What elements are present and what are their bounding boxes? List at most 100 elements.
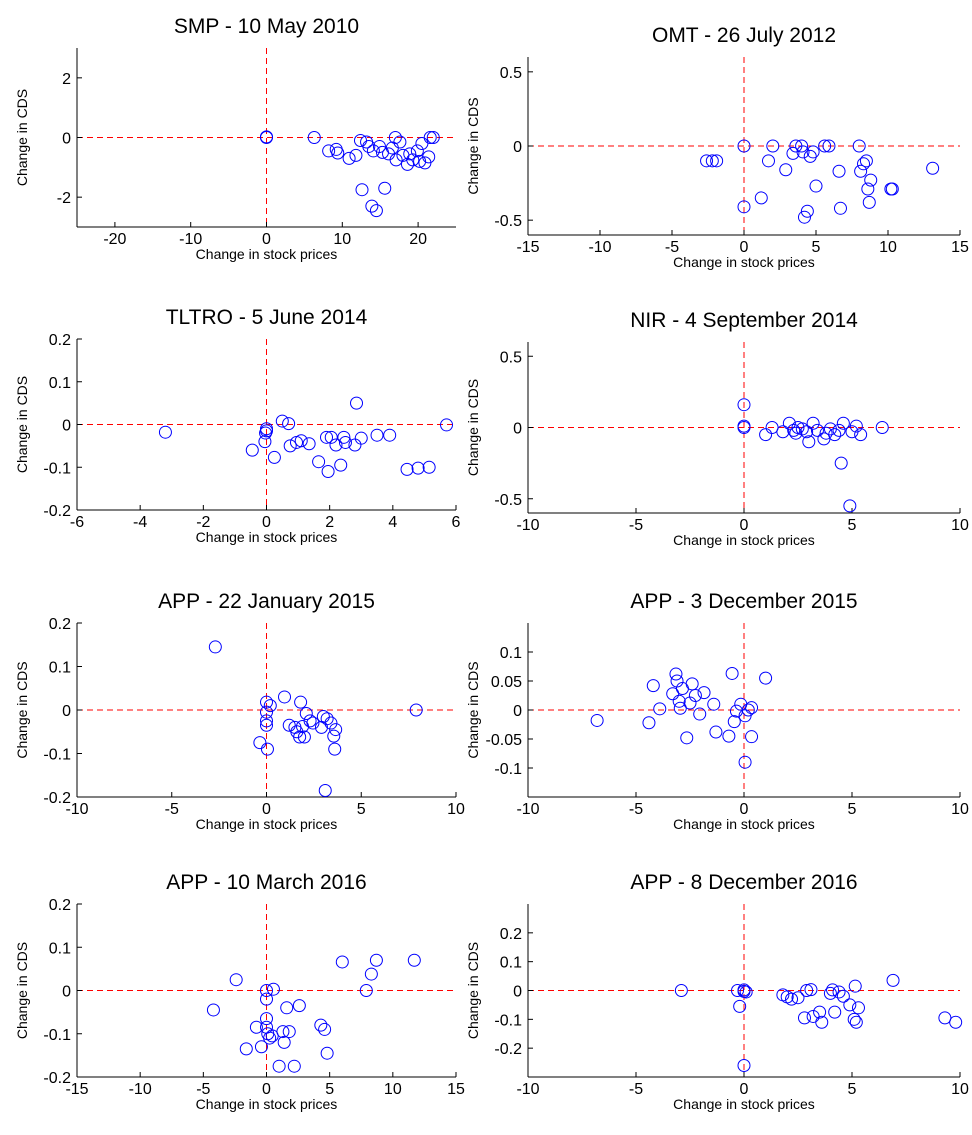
chart-title: SMP - 10 May 2010 bbox=[174, 15, 359, 38]
data-point bbox=[810, 423, 824, 437]
data-point bbox=[823, 986, 837, 1000]
data-point bbox=[828, 428, 842, 442]
data-point bbox=[266, 982, 280, 996]
data-point bbox=[318, 1022, 332, 1036]
data-point bbox=[761, 154, 775, 168]
x-tick-label: 0 bbox=[262, 231, 271, 248]
data-point bbox=[158, 425, 172, 439]
data-point bbox=[832, 423, 846, 437]
data-point bbox=[806, 416, 820, 430]
x-axis-label: Change in stock prices bbox=[196, 816, 338, 832]
data-point bbox=[287, 1059, 301, 1073]
chart-panel: -10 -5 0 5 10 0.2 0.1 0 -0.1 -0.2 APP - 8 December… bbox=[465, 871, 969, 1112]
data-point bbox=[796, 145, 810, 159]
data-point bbox=[795, 139, 809, 153]
y-axis-label: Change in CDS bbox=[465, 379, 481, 476]
x-tick-label: 20 bbox=[409, 231, 427, 248]
data-point bbox=[253, 736, 267, 750]
x-tick-label: -10 bbox=[65, 801, 88, 818]
data-point bbox=[294, 434, 308, 448]
data-point bbox=[787, 423, 801, 437]
data-point bbox=[312, 455, 326, 469]
y-tick-label: 0 bbox=[513, 421, 522, 438]
x-tick-label: 10 bbox=[951, 1081, 969, 1098]
x-tick-label: -5 bbox=[629, 801, 643, 818]
data-point bbox=[407, 953, 421, 967]
x-tick-label: 10 bbox=[951, 801, 969, 818]
x-tick-label: 5 bbox=[848, 517, 857, 534]
data-point bbox=[642, 716, 656, 730]
data-point bbox=[785, 992, 799, 1006]
x-tick-label: 15 bbox=[447, 1081, 465, 1098]
y-tick-label: -0.5 bbox=[494, 492, 522, 509]
y-tick-label: 0 bbox=[513, 703, 522, 720]
data-point bbox=[688, 689, 702, 702]
x-tick-label: 10 bbox=[333, 231, 351, 248]
x-tick-label: 10 bbox=[447, 801, 465, 818]
data-point bbox=[292, 999, 306, 1013]
data-point bbox=[669, 667, 683, 681]
data-point bbox=[949, 1015, 963, 1029]
data-point bbox=[260, 1012, 273, 1026]
data-point bbox=[423, 131, 437, 144]
y-tick-label: 0.1 bbox=[500, 955, 522, 972]
data-point bbox=[282, 1025, 296, 1039]
data-point bbox=[780, 990, 794, 1004]
data-point bbox=[321, 465, 335, 479]
data-point bbox=[302, 437, 316, 451]
data-point bbox=[409, 703, 423, 717]
data-point bbox=[316, 710, 330, 724]
x-tick-label: 5 bbox=[812, 239, 821, 256]
y-axis-label: Change in CDS bbox=[465, 661, 481, 758]
data-point bbox=[738, 755, 752, 769]
data-point bbox=[280, 1001, 294, 1015]
data-point bbox=[354, 431, 368, 445]
chart-title: TLTRO - 5 June 2014 bbox=[166, 306, 368, 329]
data-point bbox=[320, 1046, 334, 1060]
data-point bbox=[378, 181, 392, 195]
chart-title: APP - 3 December 2015 bbox=[630, 590, 857, 613]
data-point bbox=[276, 1025, 290, 1039]
x-tick-label: 0 bbox=[740, 801, 749, 818]
data-point bbox=[864, 173, 878, 187]
data-point bbox=[299, 706, 313, 720]
data-point bbox=[320, 712, 334, 726]
data-point bbox=[283, 439, 297, 453]
x-axis-label: Change in stock prices bbox=[673, 254, 815, 270]
x-axis-label: Change in stock prices bbox=[673, 1096, 815, 1112]
y-tick-label: -0.2 bbox=[43, 503, 71, 520]
data-point bbox=[334, 458, 348, 472]
y-axis-label: Change in CDS bbox=[14, 661, 30, 758]
data-point bbox=[322, 144, 336, 158]
data-point bbox=[759, 428, 773, 442]
data-point bbox=[259, 426, 273, 440]
data-point bbox=[797, 210, 811, 224]
y-tick-label: -0.1 bbox=[494, 1012, 522, 1029]
y-axis-label: Change in CDS bbox=[465, 942, 481, 1039]
data-point bbox=[383, 428, 397, 442]
data-point bbox=[327, 729, 341, 743]
x-tick-label: -5 bbox=[165, 801, 179, 818]
y-axis-label: Change in CDS bbox=[14, 942, 30, 1039]
x-axis-label: Change in stock prices bbox=[196, 529, 338, 545]
data-point bbox=[722, 729, 736, 743]
data-point bbox=[745, 701, 759, 715]
data-point bbox=[314, 1018, 328, 1032]
data-point bbox=[834, 456, 848, 470]
data-point bbox=[836, 416, 850, 430]
data-point bbox=[245, 443, 259, 457]
data-point bbox=[819, 426, 833, 440]
y-tick-label: 0.1 bbox=[49, 375, 71, 392]
data-point bbox=[693, 707, 707, 721]
x-axis-label: Change in stock prices bbox=[673, 532, 815, 548]
data-point bbox=[791, 991, 805, 1005]
y-tick-label: -2 bbox=[57, 190, 71, 207]
data-point bbox=[282, 718, 296, 732]
y-tick-label: -0.1 bbox=[43, 747, 71, 764]
y-tick-label: -0.1 bbox=[43, 1027, 71, 1044]
data-point bbox=[800, 984, 814, 997]
y-tick-label: 0.2 bbox=[49, 897, 71, 914]
data-point bbox=[741, 703, 755, 717]
x-tick-label: -10 bbox=[516, 801, 539, 818]
